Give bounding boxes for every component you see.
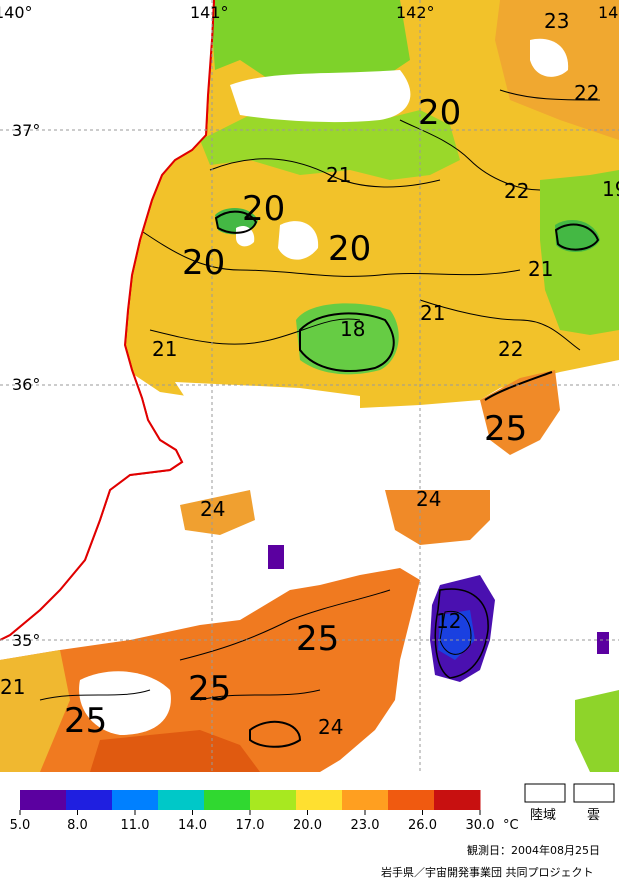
sst-region-cool-2 (200, 110, 460, 180)
colorbar-ticks: 5.0 8.0 11.0 14.0 17.0 20.0 23.0 26.0 30.0 (10, 810, 495, 833)
lat-label-37: 37° (12, 121, 40, 140)
lon-label-140: 140° (0, 3, 33, 22)
cloud-6 (175, 382, 360, 420)
contour-label: 22 (574, 81, 599, 105)
colorbar-tick-label: 20.0 (293, 818, 322, 833)
cloud-1 (230, 70, 411, 123)
lon-label-142: 142° (396, 3, 435, 22)
colorbar-swatch (204, 790, 251, 810)
sst-region-patch-24a (180, 490, 255, 535)
contour-label: 25 (484, 409, 527, 449)
colorbar-tick-label: 30.0 (466, 818, 495, 833)
colorbar-tick-label: 26.0 (408, 818, 437, 833)
contour-label: 12 (436, 609, 461, 633)
sst-map: 140° 141° 142° 143 37° 36° 35° 23 22 20 … (0, 0, 619, 772)
contour-label: 18 (340, 317, 365, 341)
land-legend-box (524, 783, 566, 803)
contour-label: 20 (418, 93, 461, 133)
cloud-legend-label: 雲 (587, 808, 600, 823)
colorbar-tick-label: 11.0 (121, 818, 150, 833)
colorbar-swatch (20, 790, 67, 810)
legend-area: 5.0 8.0 11.0 14.0 17.0 20.0 23.0 26.0 30.0 °C 陸域… (10, 783, 615, 833)
colorbar-tick-label: 5.0 (10, 818, 31, 833)
contours (39, 89, 601, 748)
land (0, 0, 214, 640)
lat-label-36: 36° (12, 375, 40, 394)
colorbar (20, 790, 481, 810)
sst-region-south-hot (90, 730, 260, 772)
contour-label: 21 (0, 675, 25, 699)
cloud-4 (530, 38, 569, 77)
contour-label: 24 (416, 487, 441, 511)
contour-label: 24 (200, 497, 225, 521)
colorbar-swatch (112, 790, 159, 810)
sst-region-purple-bit-2 (597, 632, 609, 654)
colorbar-swatch (434, 790, 481, 810)
contour-label: 21 (420, 301, 445, 325)
sst-region-patch-24b (385, 490, 490, 545)
sst-region-cold-eddy-core (438, 610, 475, 660)
contour-label: 19 (602, 177, 619, 201)
contour-label: 20 (182, 243, 225, 283)
colorbar-tick-label: 23.0 (351, 818, 380, 833)
cloud-legend-box (573, 783, 615, 803)
colorbar-swatch (66, 790, 113, 810)
colorbar-unit: °C (503, 818, 519, 833)
lon-label-143: 143 (598, 3, 619, 22)
contour-label: 21 (152, 337, 177, 361)
sst-region-cool-4 (296, 303, 399, 375)
contour-label: 25 (296, 619, 339, 659)
contour-label: 23 (544, 9, 569, 33)
sst-region-se-green (575, 690, 619, 772)
contour-label: 22 (498, 337, 523, 361)
observation-date: 観測日：2004年08月25日 (467, 844, 600, 857)
colorbar-tick-label: 8.0 (67, 818, 88, 833)
colorbar-tick-label: 17.0 (236, 818, 265, 833)
colorbar-swatch (388, 790, 435, 810)
contour-label: 22 (504, 179, 529, 203)
contour-label: 24 (318, 715, 343, 739)
colorbar-swatch (342, 790, 389, 810)
colorbar-swatch (158, 790, 205, 810)
contour-label: 20 (328, 229, 371, 269)
lon-label-141: 141° (190, 3, 229, 22)
colorbar-swatch (296, 790, 343, 810)
land-legend-label: 陸域 (530, 807, 556, 823)
contour-label: 21 (528, 257, 553, 281)
credit-line: 岩手県／宇宙開発事業団 共同プロジェクト (381, 866, 594, 879)
colorbar-swatch (250, 790, 297, 810)
sst-region-sw-yellow (0, 650, 70, 772)
contour-label: 25 (64, 701, 107, 741)
sst-region-purple-bit (268, 545, 284, 569)
cloud-2 (278, 221, 319, 260)
colorbar-tick-label: 14.0 (178, 818, 207, 833)
sst-region-cool-3 (540, 170, 619, 335)
cloud-5 (79, 671, 171, 735)
graticule (0, 0, 619, 772)
cloud-3 (236, 225, 255, 247)
contour-label: 21 (326, 163, 351, 187)
contour-label: 25 (188, 669, 231, 709)
lat-label-35: 35° (12, 631, 40, 650)
contour-label: 20 (242, 189, 285, 229)
